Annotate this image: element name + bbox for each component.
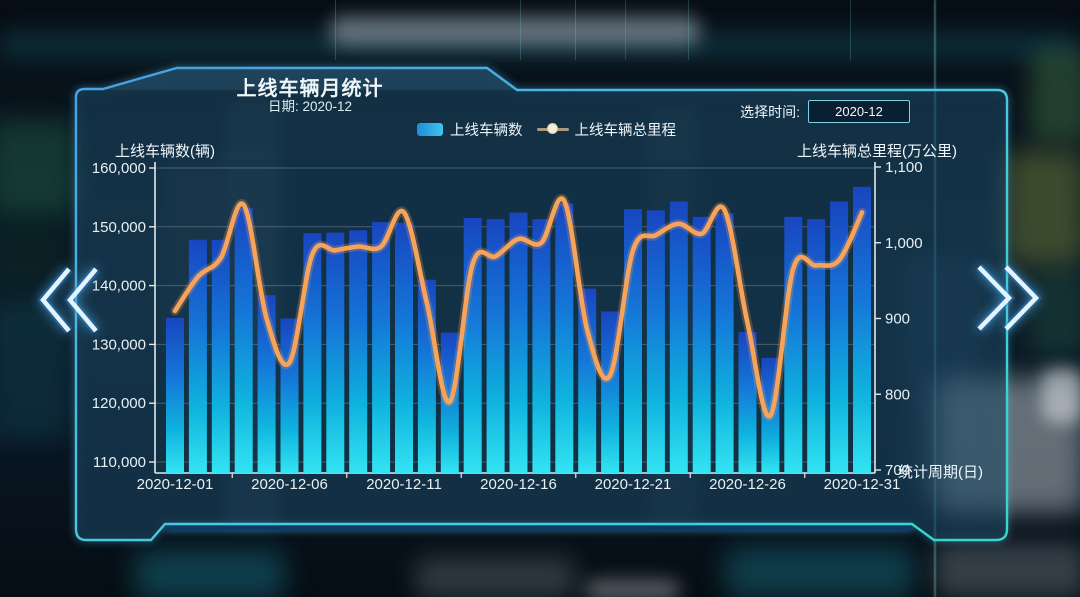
chart-plot: 110,000 120,000 130,000 140,000 150,000 160,0… (92, 159, 923, 493)
bar-2020-12-10[interactable] (372, 222, 391, 473)
left-axis-tick-label: 130,000 (92, 336, 146, 353)
right-axis-tick-label: 1,100 (885, 159, 923, 176)
bar-2020-12-26[interactable] (738, 332, 757, 473)
time-picker-label: 选择时间: (740, 104, 800, 120)
bar-2020-12-22[interactable] (646, 210, 665, 473)
bar-2020-12-04[interactable] (234, 207, 253, 473)
x-axis-tick-label: 2020-12-01 (137, 476, 214, 493)
panel-title-tab (103, 68, 517, 90)
bar-2020-12-16[interactable] (509, 212, 528, 474)
bar-2020-12-24[interactable] (692, 216, 711, 473)
right-axis-tick-label: 800 (885, 386, 910, 403)
x-axis-tick-label: 2020-12-11 (366, 476, 442, 493)
legend-item-bar[interactable]: 上线车辆数 (450, 122, 523, 139)
bar-2020-12-23[interactable] (669, 201, 688, 474)
x-axis-tick-label: 2020-12-26 (709, 476, 786, 493)
left-axis-tick-label: 140,000 (92, 278, 146, 295)
right-axis-tick-label: 700 (885, 462, 910, 479)
left-axis-tick-label: 110,000 (93, 454, 146, 471)
x-axis-tick-label: 2020-12-21 (595, 476, 672, 493)
left-axis-tick-label: 120,000 (92, 395, 146, 412)
bar-2020-12-17[interactable] (532, 219, 551, 473)
left-axis-name: 上线车辆数(辆) (115, 143, 215, 160)
time-picker-input[interactable]: 2020-12 (808, 100, 910, 123)
x-axis-tick-label: 2020-12-31 (824, 476, 901, 493)
bar-2020-12-15[interactable] (486, 219, 505, 473)
line-legend-marker-icon (536, 122, 569, 136)
bar-2020-12-31[interactable] (853, 186, 871, 474)
next-page-button[interactable] (975, 263, 1043, 333)
bar-2020-12-19[interactable] (578, 288, 597, 473)
bar-legend-swatch-icon (417, 122, 443, 136)
bar-2020-12-09[interactable] (349, 230, 368, 473)
x-axis-name: 统计周期(日) (898, 464, 983, 481)
prev-page-button[interactable] (37, 266, 100, 334)
chart-legend: 上线车辆数 上线车辆总里程 (417, 120, 677, 139)
bar-2020-12-03[interactable] (211, 239, 230, 473)
page-title: 上线车辆月统计 (236, 78, 384, 100)
page-subtitle: 日期: 2020-12 (267, 99, 353, 114)
right-axis-tick-label: 1,000 (885, 235, 923, 252)
mileage-line[interactable] (172, 196, 865, 419)
bar-2020-12-07[interactable] (303, 233, 322, 473)
bar-2020-12-18[interactable] (555, 203, 574, 473)
bar-2020-12-30[interactable] (830, 201, 849, 474)
right-axis-name: 上线车辆总里程(万公里) (797, 143, 957, 160)
legend-item-line[interactable]: 上线车辆总里程 (574, 122, 677, 139)
x-axis-tick-label: 2020-12-06 (251, 476, 328, 493)
left-axis-tick-label: 150,000 (92, 219, 146, 236)
bar-2020-12-29[interactable] (807, 219, 826, 473)
bar-2020-12-01[interactable] (166, 317, 184, 473)
bar-2020-12-02[interactable] (188, 239, 207, 473)
double-chevron-right-icon (975, 263, 1043, 333)
x-axis-tick-label: 2020-12-16 (480, 476, 557, 493)
double-chevron-left-icon (37, 266, 100, 334)
bar-2020-12-25[interactable] (715, 213, 734, 473)
left-axis-tick-label: 160,000 (92, 160, 146, 177)
bar-2020-12-11[interactable] (395, 222, 413, 473)
right-axis-tick-label: 900 (885, 311, 910, 328)
bar-2020-12-08[interactable] (326, 232, 345, 473)
